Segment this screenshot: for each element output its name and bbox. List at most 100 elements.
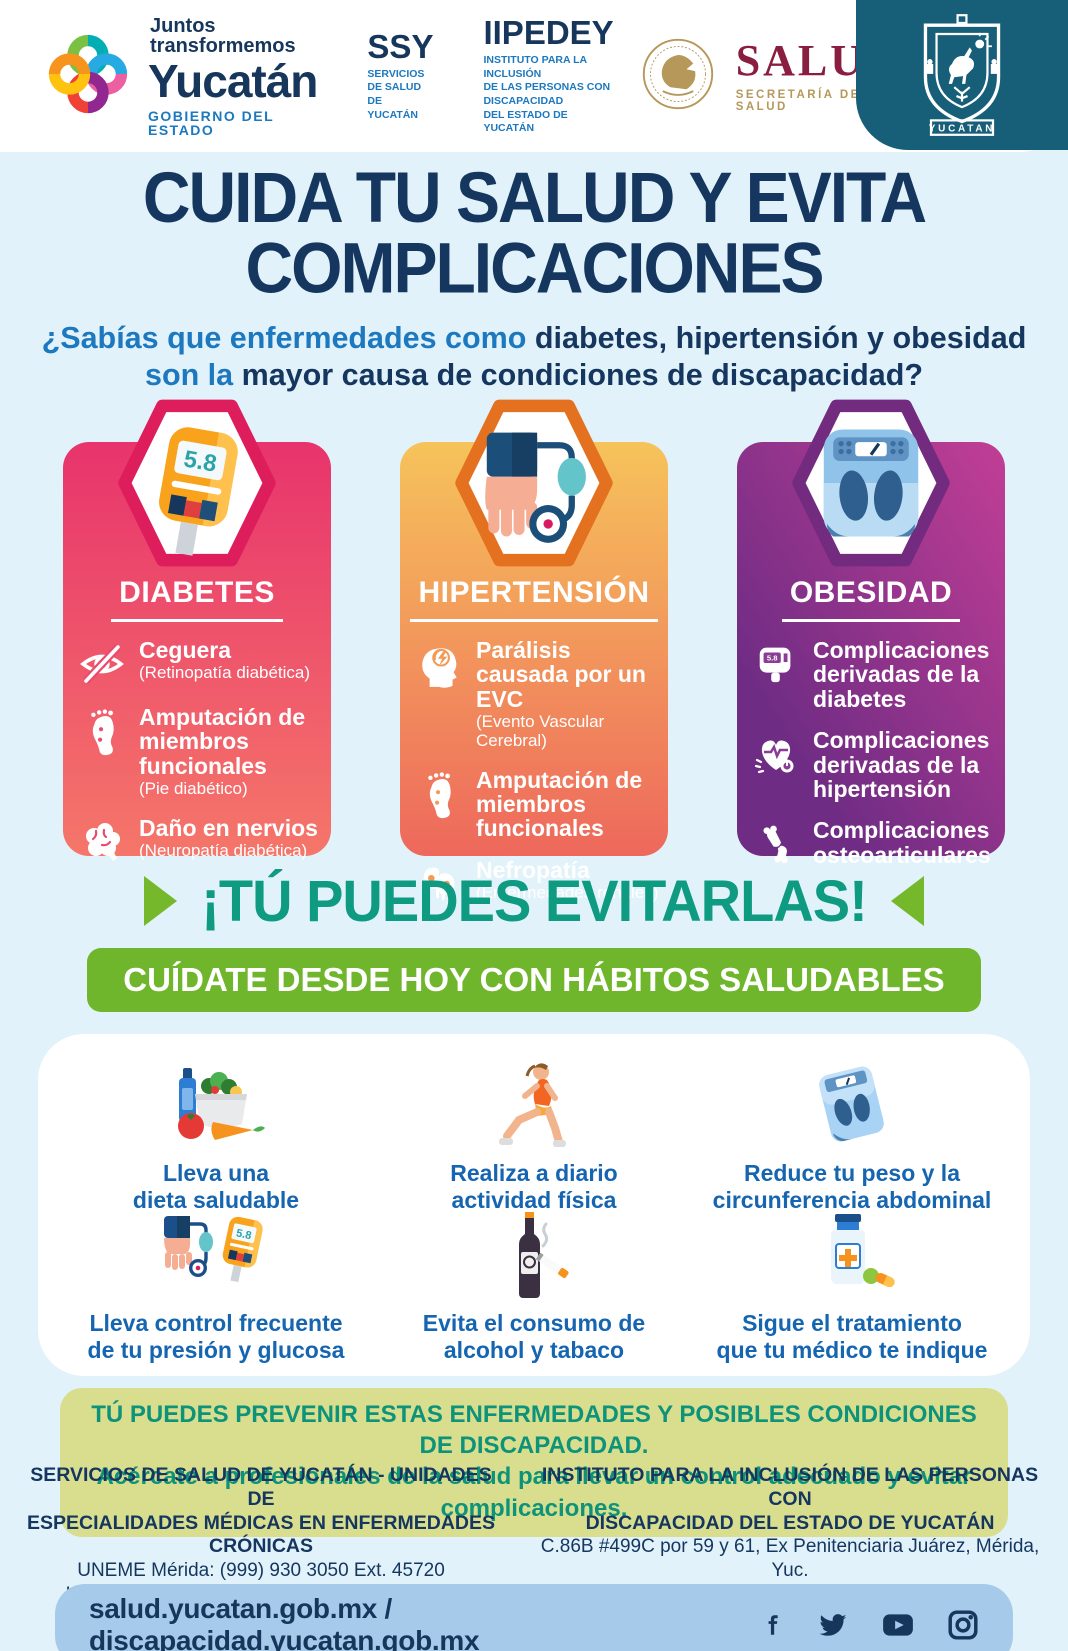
habit-label: Sigue el tratamiento que tu médico te in… — [716, 1310, 988, 1364]
card-diabetes-title: DIABETES — [63, 576, 331, 622]
note-line-2: Acércate a profesionales de la salud par… — [96, 1463, 972, 1522]
evitarlas-heading: ¡TÚ PUEDES EVITARLAS! — [0, 867, 1068, 934]
bottom-bar: salud.yucatan.gob.mx / discapacidad.yuca… — [55, 1584, 1013, 1651]
head-stroke-icon — [412, 638, 466, 690]
ssy-desc: SERVICIOS DE SALUD DE YUCATÁN — [367, 67, 425, 121]
kidneys-icon — [412, 858, 466, 906]
youtube-icon[interactable] — [881, 1608, 915, 1642]
facebook-icon[interactable] — [759, 1608, 785, 1642]
list-item: Parálisis causada por un EVC (Evento Vas… — [412, 638, 660, 751]
habits-grid: Lleva una dieta saludable Real — [38, 1034, 1030, 1376]
svg-text:5.8: 5.8 — [182, 446, 219, 477]
yucatan-shield-corner: YUCATAN — [856, 0, 1068, 150]
disease-cards: 5.8 DIABETES — [63, 398, 1005, 902]
social-icons — [759, 1608, 979, 1642]
page-title: CUIDA TU SALUD Y EVITA COMPLICACIONES — [0, 157, 1068, 308]
ssy-abbr: SSY — [367, 27, 434, 65]
card-hipertension: HIPERTENSIÓN Parálisis causada por un EV… — [400, 398, 668, 902]
item-text: Amputación de miembros funcionales — [476, 766, 643, 842]
svg-text:5.8: 5.8 — [767, 654, 778, 663]
shield-label: YUCATAN — [929, 123, 996, 134]
subtitle-seg2: diabetes, hipertensión y obesidad — [534, 321, 1027, 355]
triangle-right-icon — [144, 875, 178, 926]
subtitle-seg1: ¿Sabías que enfermedades como — [41, 321, 535, 355]
list-item: Complicaciones osteoarticulares — [749, 818, 997, 868]
item-text: Complicaciones osteoarticulares — [813, 817, 991, 868]
iipedey-abbr: IIPEDEY — [483, 14, 614, 52]
item-text: Complicaciones derivadas de la diabetes — [813, 637, 990, 712]
item-subtext: (Neuropatía diabética) — [139, 841, 308, 861]
healthy-food-icon — [161, 1060, 271, 1152]
card-obesidad-title: OBESIDAD — [737, 576, 1005, 622]
evitarlas-text: ¡TÚ PUEDES EVITARLAS! — [201, 867, 868, 934]
habit-control: 5.8 Lleva control frecuente de tu presió… — [68, 1210, 364, 1363]
item-text: Daño en nervios — [139, 814, 318, 841]
item-subtext: (Enfermedades renales) — [476, 883, 659, 902]
item-text: Complicaciones derivadas de la hipertens… — [813, 727, 990, 802]
medication-icon — [797, 1210, 907, 1302]
joint-icon — [749, 818, 803, 868]
item-subtext: (Retinopatía diabética) — [139, 663, 311, 683]
pressure-glucose-icon: 5.8 — [156, 1210, 276, 1302]
footer-line: UNEME Mérida: (999) 930 3050 Ext. 45720 — [77, 1560, 445, 1582]
list-item: Amputación de miembros funcionales — [412, 766, 660, 842]
twitter-icon[interactable] — [817, 1609, 849, 1641]
list-item: Complicaciones derivadas de la hipertens… — [749, 728, 997, 801]
item-text: Nefropatía — [476, 856, 590, 883]
weight-scale-icon — [797, 1060, 907, 1152]
subtitle: ¿Sabías que enfermedades como diabetes, … — [39, 320, 1029, 393]
subtitle-seg4: mayor causa de condiciones de discapacid… — [241, 357, 924, 392]
card-hipertension-title: HIPERTENSIÓN — [400, 576, 668, 622]
habit-treatment: Sigue el tratamiento que tu médico te in… — [704, 1210, 1000, 1363]
footer-iipedey-title: INSTITUTO PARA LA INCLUSIÓN DE LAS PERSO… — [541, 1464, 1039, 1534]
habit-exercise: Realiza a diario actividad física — [386, 1060, 682, 1213]
iipedey-desc: INSTITUTO PARA LA INCLUSIÓN DE LAS PERSO… — [483, 54, 611, 135]
yucatan-shield-icon: YUCATAN — [923, 14, 1001, 136]
title-line-1: CUIDA TU SALUD Y EVITA — [142, 157, 927, 238]
list-item: Ceguera (Retinopatía diabética) — [75, 638, 323, 688]
glucometer-mini-icon: 5.8 — [749, 638, 803, 686]
note-line-1: TÚ PUEDES PREVENIR ESTAS ENFERMEDADES Y … — [91, 1401, 977, 1460]
website-links[interactable]: salud.yucatan.gob.mx / discapacidad.yuca… — [89, 1593, 480, 1651]
habit-diet: Lleva una dieta saludable — [68, 1060, 364, 1213]
gobierno-knot-icon — [44, 30, 132, 123]
scale-icon — [792, 398, 950, 568]
no-alcohol-tobacco-icon — [479, 1210, 589, 1302]
heart-gauge-icon — [749, 728, 803, 778]
item-text: Parálisis causada por un EVC — [476, 637, 646, 712]
habit-no-alcohol: Evita el consumo de alcohol y tabaco — [386, 1210, 682, 1363]
eye-slash-icon — [75, 638, 129, 688]
gobierno-subtitle: GOBIERNO DEL ESTADO — [148, 107, 274, 138]
footer-ssy-title: SERVICIOS DE SALUD DE YUCATÁN - UNIDADES… — [26, 1464, 496, 1558]
gobierno-wordmark: Juntos transformemos Yucatán GOBIERNO DE… — [148, 14, 318, 138]
card-obesidad: OBESIDAD 5.8 Complicaciones derivadas de… — [737, 398, 1005, 867]
triangle-left-icon — [890, 875, 924, 926]
instagram-icon[interactable] — [947, 1609, 979, 1641]
habit-label: Reduce tu peso y la circunferencia abdom… — [712, 1160, 992, 1214]
item-subtext: (Pie diabético) — [139, 779, 248, 799]
salud-subtitle: SECRETARÍA DE SALUD — [735, 89, 861, 113]
gobierno-tagline: Juntos transformemos — [150, 14, 296, 57]
item-text: Amputación de miembros funcionales — [139, 704, 306, 779]
footer-line: C.86B #499C por 59 y 61, Ex Penitenciari… — [540, 1536, 1040, 1582]
habit-label: Realiza a diario actividad física — [450, 1160, 618, 1214]
header-logos: Juntos transformemos Yucatán GOBIERNO DE… — [0, 0, 897, 152]
habit-label: Lleva una dieta saludable — [132, 1160, 300, 1214]
item-subtext: (Evento Vascular Cerebral) — [476, 712, 605, 750]
habit-label: Lleva control frecuente de tu presión y … — [87, 1310, 345, 1364]
glucometer-icon: 5.8 — [118, 398, 276, 568]
gobierno-name: Yucatán — [148, 54, 318, 107]
item-text: Ceguera — [139, 637, 232, 663]
habits-banner: CUÍDATE DESDE HOY CON HÁBITOS SALUDABLES — [87, 948, 981, 1012]
blood-pressure-icon — [455, 398, 613, 568]
foot-icon — [412, 768, 466, 822]
weight-scale-icon-item: Reduce tu peso y la circunferencia abdom… — [704, 1060, 1000, 1213]
list-item: Daño en nervios (Neuropatía diabética) — [75, 816, 323, 866]
ssy-logo: SSY SERVICIOS DE SALUD DE YUCATÁN — [367, 30, 433, 123]
brain-icon — [75, 816, 129, 866]
subtitle-seg3: son la — [144, 357, 242, 392]
list-item: Amputación de miembros funcionales (Pie … — [75, 705, 323, 799]
title-line-2: COMPLICACIONES — [245, 227, 824, 308]
svg-text:5.8: 5.8 — [235, 1227, 252, 1242]
